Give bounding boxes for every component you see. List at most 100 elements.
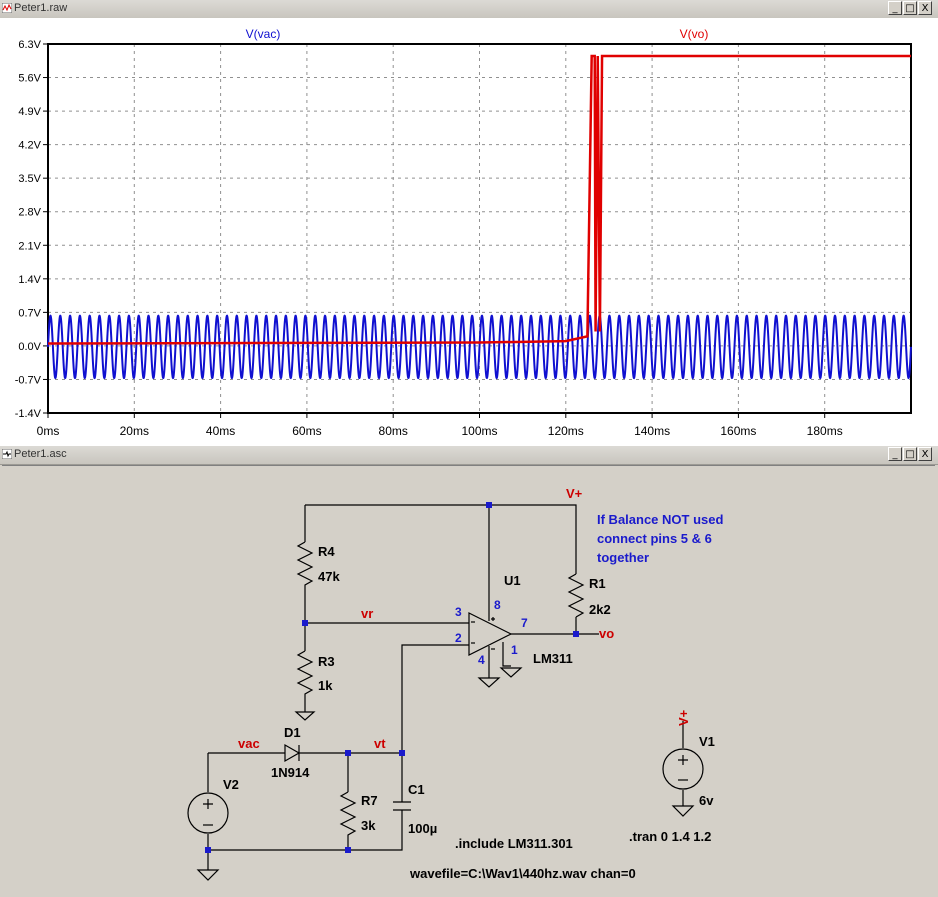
d1-value[interactable]: 1N914 — [271, 765, 310, 780]
r7-resistor[interactable] — [339, 791, 357, 850]
v1-name[interactable]: V1 — [699, 734, 715, 749]
maximize-button[interactable]: □ — [903, 447, 917, 461]
r4-name[interactable]: R4 — [318, 544, 335, 559]
r7-name[interactable]: R7 — [361, 793, 378, 808]
minimize-button[interactable]: _ — [888, 1, 902, 15]
x-tick-label: 140ms — [634, 424, 670, 438]
legend-vac[interactable]: V(vac) — [246, 27, 281, 41]
series-vo-line — [47, 54, 911, 345]
waveform-icon — [2, 3, 12, 13]
wire-vt-to-u1 — [401, 644, 469, 753]
y-tick-label: 4.2V — [18, 140, 41, 152]
pin-1: 1 — [511, 643, 518, 657]
close-button[interactable]: X — [918, 447, 932, 461]
d1-diode[interactable] — [284, 743, 301, 763]
ground-r3 — [294, 711, 316, 721]
r3-name[interactable]: R3 — [318, 654, 335, 669]
y-tick-label: 2.1V — [18, 240, 41, 252]
v2-source[interactable] — [187, 792, 229, 834]
u1-value[interactable]: LM311 — [533, 651, 573, 666]
ground-v1 — [671, 805, 695, 817]
close-button[interactable]: X — [918, 1, 932, 15]
x-tick-label: 160ms — [720, 424, 756, 438]
ground-pin4 — [477, 677, 501, 688]
include-directive[interactable]: .include LM311.301 — [455, 836, 573, 851]
x-tick-label: 100ms — [461, 424, 497, 438]
x-tick-label: 120ms — [548, 424, 584, 438]
balance-note-line-1[interactable]: If Balance NOT used — [597, 512, 723, 527]
ground-pin1 — [499, 667, 523, 678]
schematic-icon — [2, 449, 12, 459]
junction-dot — [399, 750, 405, 756]
v2-plus-icon — [203, 799, 213, 809]
ground-v2 — [196, 869, 220, 881]
r7-value[interactable]: 3k — [361, 818, 376, 833]
wire-u1-pin1 — [502, 642, 511, 667]
y-tick-label: 4.9V — [18, 106, 41, 118]
v1-source[interactable] — [662, 748, 704, 790]
maximize-button[interactable]: □ — [903, 1, 917, 15]
waveform-plot-pane[interactable]: 6.3V 5.6V 4.9V 4.2V 3.5V 2.8V 2.1V 1.4V 0.7V 0.0V… — [0, 18, 938, 446]
u1-opamp[interactable] — [468, 612, 513, 656]
pin-4: 4 — [478, 653, 485, 667]
pin-3: 3 — [455, 605, 462, 619]
x-tick-label: 20ms — [120, 424, 149, 438]
y-tick-label: 6.3V — [18, 39, 41, 51]
plot-window-title: Peter1.raw — [14, 2, 68, 14]
tran-directive[interactable]: .tran 0 1.4 1.2 — [629, 829, 711, 844]
minimize-button[interactable]: _ — [888, 447, 902, 461]
pin-8: 8 — [494, 598, 501, 612]
schematic-canvas[interactable]: V+ vr vo vac vt V+ 8 3 2 7 4 1 R4 47k R3… — [2, 465, 935, 892]
schematic-window-titlebar[interactable]: Peter1.asc _ □ X — [0, 446, 938, 465]
plot-grid — [48, 44, 911, 413]
c1-capacitor[interactable] — [393, 801, 411, 811]
net-label-vr[interactable]: vr — [361, 606, 373, 621]
pin-7: 7 — [521, 616, 528, 630]
net-label-vo[interactable]: vo — [599, 626, 614, 641]
r4-value[interactable]: 47k — [318, 569, 340, 584]
c1-value[interactable]: 100µ — [408, 821, 437, 836]
x-tick-label: 80ms — [379, 424, 408, 438]
x-tick-label: 0ms — [37, 424, 60, 438]
wire-bottom-rail — [208, 813, 403, 851]
legend-vo[interactable]: V(vo) — [680, 27, 709, 41]
schematic-drawing[interactable]: V+ vr vo vac vt V+ 8 3 2 7 4 1 R4 47k R3… — [2, 466, 935, 892]
net-label-vt[interactable]: vt — [374, 736, 386, 751]
net-label-vac[interactable]: vac — [238, 736, 260, 751]
v1-value[interactable]: 6v — [699, 793, 714, 808]
v2-name[interactable]: V2 — [223, 777, 239, 792]
junction-dot — [302, 620, 308, 626]
r4-resistor[interactable] — [296, 541, 314, 623]
y-tick-label: -0.7V — [15, 374, 42, 386]
r1-value[interactable]: 2k2 — [589, 602, 611, 617]
y-tick-label: 0.7V — [18, 307, 41, 319]
junction-dot — [486, 502, 492, 508]
r1-name[interactable]: R1 — [589, 576, 606, 591]
net-label-v1-vplus[interactable]: V+ — [676, 709, 691, 726]
y-tick-label: 0.0V — [18, 341, 41, 353]
d1-name[interactable]: D1 — [284, 725, 301, 740]
junction-dot — [205, 847, 211, 853]
r1-resistor[interactable] — [567, 573, 585, 618]
v1-plus-icon — [678, 755, 688, 765]
c1-name[interactable]: C1 — [408, 782, 425, 797]
y-tick-label: -1.4V — [15, 408, 42, 420]
balance-note-line-2[interactable]: connect pins 5 & 6 — [597, 531, 712, 546]
series-vac-line — [47, 314, 912, 380]
schematic-window-title: Peter1.asc — [14, 448, 67, 460]
balance-note-line-3[interactable]: together — [597, 550, 649, 565]
r3-resistor[interactable] — [296, 650, 314, 712]
plot-window-titlebar[interactable]: Peter1.raw _ □ X — [0, 0, 938, 19]
wire-top-rail — [305, 504, 577, 574]
wavefile-directive[interactable]: wavefile=C:\Wav1\440hz.wav chan=0 — [409, 866, 636, 881]
junction-dot — [345, 847, 351, 853]
y-tick-label: 1.4V — [18, 274, 41, 286]
x-tick-label: 40ms — [206, 424, 235, 438]
pin-2: 2 — [455, 631, 462, 645]
y-tick-label: 2.8V — [18, 207, 41, 219]
net-label-vplus[interactable]: V+ — [566, 486, 583, 501]
waveform-chart[interactable]: 6.3V 5.6V 4.9V 4.2V 3.5V 2.8V 2.1V 1.4V 0.7V 0.0V… — [0, 18, 938, 446]
u1-name[interactable]: U1 — [504, 573, 521, 588]
r3-value[interactable]: 1k — [318, 678, 333, 693]
x-tick-label: 60ms — [292, 424, 321, 438]
